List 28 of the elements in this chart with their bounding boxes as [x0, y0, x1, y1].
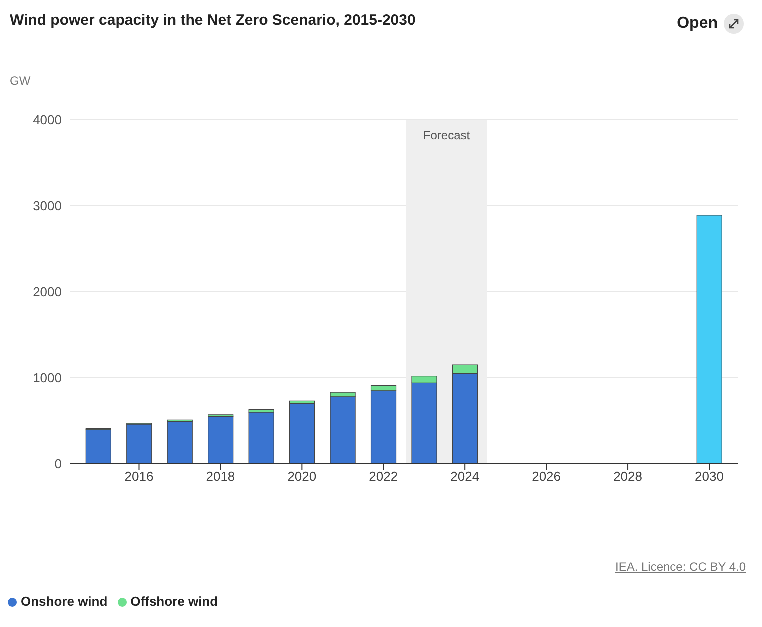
text: Open — [677, 15, 718, 33]
y-tick-label: 3000 — [33, 198, 62, 214]
y-tick-label: 1000 — [33, 370, 62, 386]
bar — [86, 429, 112, 464]
y-tick-label: 4000 — [33, 112, 62, 128]
bar — [126, 424, 152, 464]
x-tick-label: 2018 — [206, 469, 236, 484]
bar — [290, 404, 316, 464]
y-tick-label: 2000 — [33, 284, 62, 300]
text: IEA. Licence: CC BY 4.0 — [615, 560, 746, 574]
bar — [208, 416, 234, 464]
legend-label: Offshore wind — [130, 594, 218, 609]
x-tick-label: 2020 — [288, 469, 317, 484]
y-axis-title: GW — [10, 74, 31, 88]
bar — [167, 422, 193, 464]
band-label: Forecast — [423, 128, 471, 143]
x-tick-label: 2030 — [695, 469, 724, 484]
bar — [696, 215, 722, 464]
x-tick-label: 2024 — [450, 469, 480, 484]
x-tick-label: 2016 — [124, 469, 154, 484]
chart-title: Wind power capacity in the Net Zero Scenario, 2015-2030 — [10, 12, 416, 29]
x-tick-label: 2022 — [369, 469, 398, 484]
legend-label: Onshore wind — [21, 594, 108, 609]
bar — [330, 396, 356, 464]
x-tick-label: 2026 — [532, 469, 562, 484]
x-tick-label: 2028 — [614, 469, 642, 484]
bar — [248, 412, 274, 464]
y-tick-label: 0 — [54, 456, 62, 472]
